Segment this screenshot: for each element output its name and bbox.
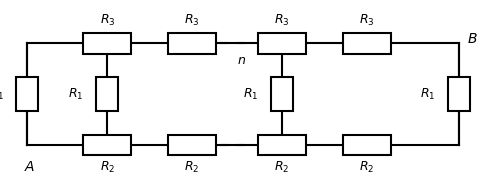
Text: $R_3$: $R_3$ (359, 13, 375, 28)
Bar (448, 77, 470, 111)
Text: $R_3$: $R_3$ (274, 13, 290, 28)
Bar (271, 77, 293, 111)
Bar (258, 135, 306, 155)
Bar (258, 33, 306, 54)
Bar (343, 135, 391, 155)
Bar (16, 77, 38, 111)
Bar (343, 33, 391, 54)
Text: $R_1$: $R_1$ (0, 87, 4, 102)
Bar (168, 135, 216, 155)
Text: $n$: $n$ (238, 54, 247, 67)
Bar (83, 33, 131, 54)
Bar (168, 33, 216, 54)
Text: $R_2$: $R_2$ (185, 160, 200, 175)
Text: $R_1$: $R_1$ (420, 87, 436, 102)
Text: $R_2$: $R_2$ (274, 160, 289, 175)
Text: $R_3$: $R_3$ (99, 13, 115, 28)
Text: $R_1$: $R_1$ (68, 87, 84, 102)
Text: $R_3$: $R_3$ (184, 13, 200, 28)
Text: $R_2$: $R_2$ (100, 160, 115, 175)
Bar (83, 135, 131, 155)
Text: $R_2$: $R_2$ (359, 160, 374, 175)
Bar (96, 77, 118, 111)
Text: $A$: $A$ (24, 160, 35, 174)
Text: $B$: $B$ (467, 32, 477, 46)
Text: $R_1$: $R_1$ (243, 87, 258, 102)
